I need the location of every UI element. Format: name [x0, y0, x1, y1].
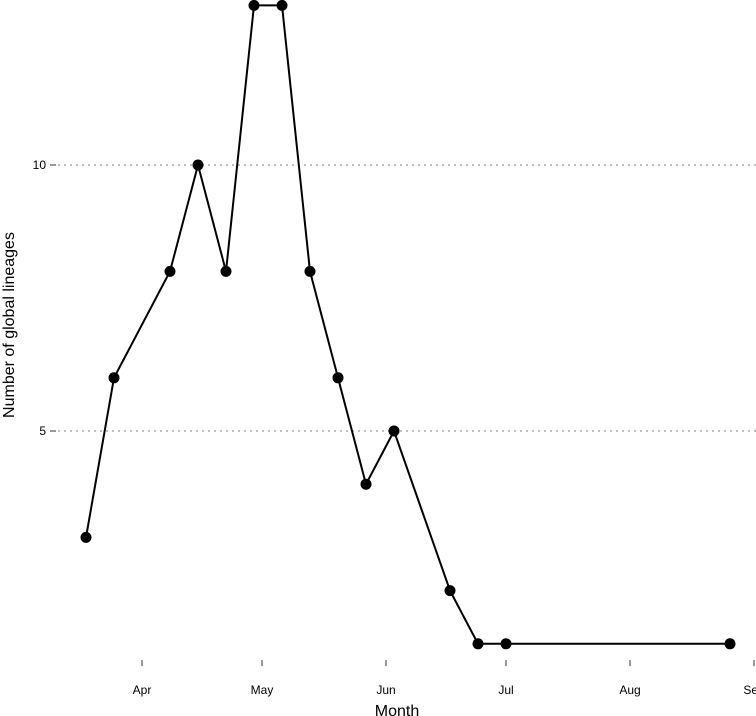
- x-axis-title: Month: [375, 703, 419, 716]
- data-point-11: [388, 425, 400, 437]
- data-point-6: [248, 0, 260, 11]
- data-point-3: [164, 265, 176, 277]
- y-axis-ticks: 5 10: [33, 158, 56, 438]
- data-point-10: [360, 478, 372, 490]
- series-polyline: [85, 4, 730, 645]
- data-point-14: [500, 638, 512, 650]
- x-tick-label-sep: Sep: [743, 683, 756, 697]
- x-tick-label-jul: Jul: [498, 683, 513, 697]
- data-point-9: [332, 372, 344, 384]
- x-tick-label-may: May: [251, 683, 274, 697]
- data-point-7: [276, 0, 288, 11]
- x-axis-ticks: Apr May Jun Jul Aug Sep: [133, 660, 756, 697]
- data-points: [80, 0, 736, 650]
- data-point-2: [108, 372, 120, 384]
- y-tick-label-5: 5: [39, 424, 46, 438]
- data-point-15: [724, 638, 736, 650]
- series-line: [85, 4, 730, 645]
- y-axis-title: Number of global lineages: [1, 232, 18, 418]
- data-point-13: [472, 638, 484, 650]
- x-tick-label-aug: Aug: [619, 683, 640, 697]
- x-tick-label-apr: Apr: [133, 683, 152, 697]
- data-point-12: [444, 585, 456, 597]
- grid-lines: [58, 164, 756, 432]
- data-point-4: [192, 159, 204, 171]
- x-tick-label-jun: Jun: [376, 683, 395, 697]
- data-point-1: [80, 531, 92, 543]
- data-point-8: [304, 265, 316, 277]
- data-point-5: [220, 265, 232, 277]
- y-tick-label-10: 10: [33, 158, 47, 172]
